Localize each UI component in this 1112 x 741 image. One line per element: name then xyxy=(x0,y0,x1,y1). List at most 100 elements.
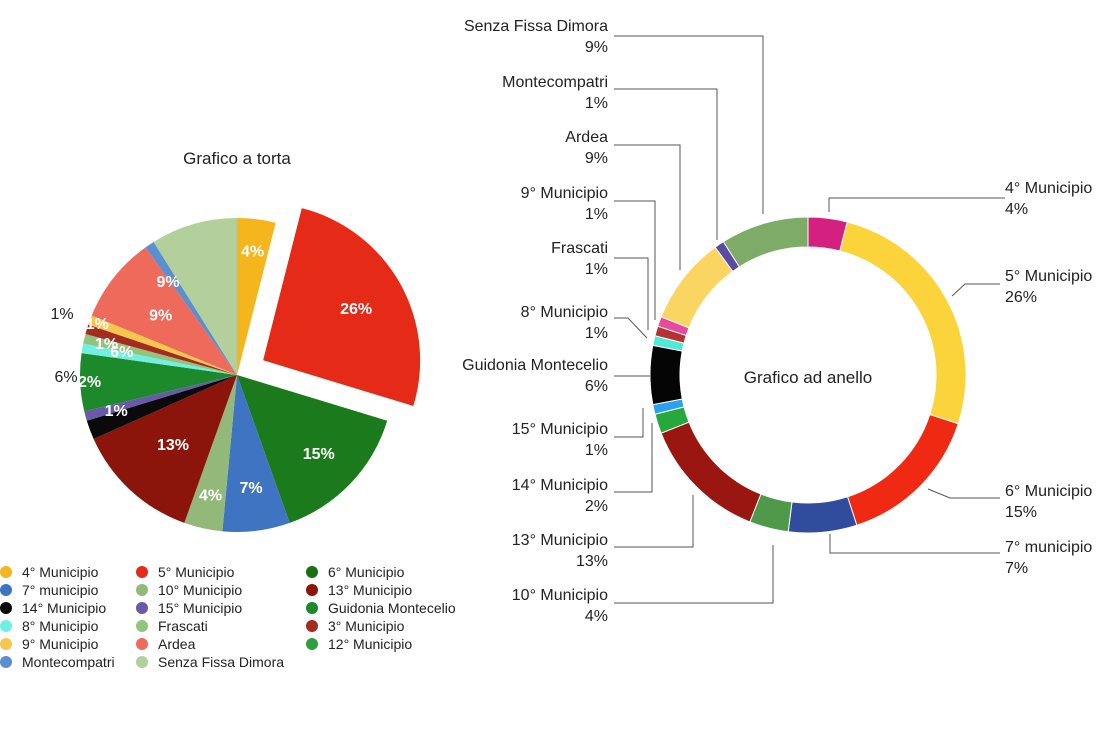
pie-slice-13-municipio xyxy=(93,375,237,523)
donut-leader-line xyxy=(614,88,718,240)
legend-item-senza-fissa-dimora: Senza Fissa Dimora xyxy=(136,653,306,670)
donut-slice-13-municipio xyxy=(660,421,762,523)
legend-swatch xyxy=(0,583,12,596)
donut-callout-percent: 2% xyxy=(585,498,608,515)
legend-swatch xyxy=(136,565,148,578)
legend-swatch xyxy=(0,655,12,668)
donut-callout-name: Montecompatri xyxy=(502,74,608,91)
legend-item-8-municipio: 8° Municipio xyxy=(0,617,136,634)
donut-callout-percent: 13% xyxy=(576,553,608,570)
legend-label: 13° Municipio xyxy=(328,581,413,598)
legend-item-10-municipio: 10° Municipio xyxy=(136,581,306,598)
donut-callout-name: 5° Municipio xyxy=(1005,268,1092,285)
donut-callout-name: 8° Municipio xyxy=(521,304,608,321)
pie-data-label: 15% xyxy=(303,446,335,463)
pie-slice-8-municipio xyxy=(81,343,237,375)
donut-callout-name: 14° Municipio xyxy=(512,477,608,494)
donut-callout-name: 13° Municipio xyxy=(512,532,608,549)
legend-empty xyxy=(306,653,480,670)
donut-leader-line xyxy=(614,257,649,330)
pie-slice-14-municipio xyxy=(86,375,237,440)
pie-slice-9-municipio xyxy=(88,315,237,375)
donut-leader-line xyxy=(614,408,644,438)
donut-slice-7-municipio xyxy=(787,496,858,534)
legend-swatch xyxy=(0,601,12,614)
donut-callout-name: 4° Municipio xyxy=(1005,180,1092,197)
legend-item-13-municipio: 13° Municipio xyxy=(306,581,480,598)
donut-callout-percent: 26% xyxy=(1005,289,1037,306)
donut-callout-percent: 1% xyxy=(585,261,608,278)
donut-callout-percent: 1% xyxy=(585,206,608,223)
pie-outside-label: 6% xyxy=(54,369,77,386)
legend-item-9-municipio: 9° Municipio xyxy=(0,635,136,652)
donut-callout-name: 10° Municipio xyxy=(512,587,608,604)
legend-label: 5° Municipio xyxy=(158,563,235,580)
legend-item-12-municipio: 12° Municipio xyxy=(306,635,480,652)
pie-slice-senza-fissa-dimora xyxy=(153,218,237,375)
legend-item-5-municipio: 5° Municipio xyxy=(136,563,306,580)
donut-callout-name: 9° Municipio xyxy=(521,185,608,202)
pie-slice-frascati xyxy=(83,333,237,375)
legend-label: 7° municipio xyxy=(22,581,99,598)
legend-label: Montecompatri xyxy=(22,653,115,670)
pie-slice-15-municipio xyxy=(84,375,237,421)
legend-item-guidonia-montecelio: Guidonia Montecelio xyxy=(306,599,480,616)
donut-callout-name: Frascati xyxy=(551,240,608,257)
donut-callout-percent: 1% xyxy=(585,95,608,112)
legend-item-14-municipio: 14° Municipio xyxy=(0,599,136,616)
legend-label: Guidonia Montecelio xyxy=(328,599,456,616)
donut-callout-percent: 1% xyxy=(585,442,608,459)
legend-swatch xyxy=(306,637,318,650)
donut-callout-percent: 7% xyxy=(1005,560,1028,577)
legend-item-15-municipio: 15° Municipio xyxy=(136,599,306,616)
pie-data-label: 1% xyxy=(95,336,118,353)
donut-leader-line xyxy=(951,283,1000,297)
legend-swatch xyxy=(0,619,12,632)
donut-slice-senza-fissa-dimora xyxy=(722,216,809,268)
pie-data-label: 4% xyxy=(241,243,264,260)
legend-swatch xyxy=(136,655,148,668)
legend-label: 10° Municipio xyxy=(158,581,243,598)
pie-data-label: 2% xyxy=(78,374,101,391)
donut-leader-line xyxy=(828,197,1005,212)
legend-label: Frascati xyxy=(158,617,208,634)
donut-chart: 4° Municipio 4% 5° Municipio 26% 6° Municipi… xyxy=(462,18,1092,625)
legend-label: 8° Municipio xyxy=(22,617,99,634)
pie-data-label: 7% xyxy=(239,480,262,497)
legend-swatch xyxy=(136,619,148,632)
pie-slice-ardea xyxy=(91,247,237,375)
legend-item-3-municipio: 3° Municipio xyxy=(306,617,480,634)
legend-swatch xyxy=(0,637,12,650)
legend-swatch xyxy=(306,565,318,578)
pie-slice-10-municipio xyxy=(184,375,237,532)
donut-slice-guidonia-montecelio xyxy=(649,344,683,406)
donut-leader-line xyxy=(614,423,653,493)
pie-outside-label: 1% xyxy=(50,306,73,323)
donut-leader-line xyxy=(829,534,1000,554)
pie-data-label: 13% xyxy=(157,437,189,454)
legend-label: 4° Municipio xyxy=(22,563,99,580)
pie-chart-title: Grafico a torta xyxy=(183,149,291,168)
donut-callout-name: Guidonia Montecelio xyxy=(462,357,608,374)
pie-slice-5-municipio xyxy=(263,208,421,406)
donut-callout-name: 6° Municipio xyxy=(1005,483,1092,500)
pie-slice-montecompatri xyxy=(145,241,237,375)
donut-leader-line xyxy=(614,317,648,339)
pie-slice-4-municipio xyxy=(237,218,276,375)
donut-callout-name: Ardea xyxy=(565,129,608,146)
donut-callout-name: 7° municipio xyxy=(1005,539,1092,556)
pie-data-label: 9% xyxy=(149,308,172,325)
legend-swatch xyxy=(0,565,12,578)
legend-swatch xyxy=(306,601,318,614)
legend-item-frascati: Frascati xyxy=(136,617,306,634)
pie-slice-guidonia-montecelio xyxy=(79,353,237,412)
donut-leader-line xyxy=(614,35,764,214)
donut-callout-percent: 4% xyxy=(585,608,608,625)
legend-label: 12° Municipio xyxy=(328,635,413,652)
pie-slice-3-municipio xyxy=(85,324,238,375)
legend-label: Ardea xyxy=(158,635,196,652)
pie-data-label: 4% xyxy=(199,488,222,505)
legend-label: Senza Fissa Dimora xyxy=(158,653,285,670)
legend-swatch xyxy=(306,619,318,632)
